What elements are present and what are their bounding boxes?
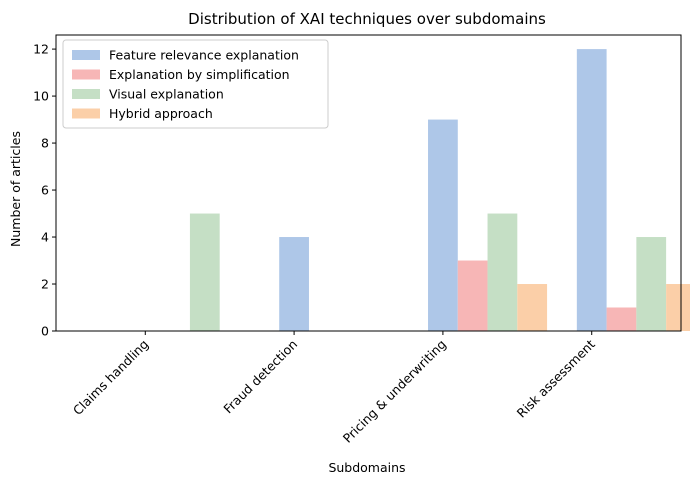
bar-1-2 <box>279 237 309 331</box>
bar-1-4 <box>576 49 607 331</box>
y-tick-label: 12 <box>33 42 49 57</box>
x-tick-label: Fraud detection <box>220 337 300 417</box>
bar-3-3 <box>487 213 518 331</box>
x-tick-label: Risk assessment <box>514 336 598 420</box>
bar-3-1 <box>189 213 220 331</box>
legend-label: Hybrid approach <box>109 106 213 121</box>
bar-2-3 <box>457 260 488 331</box>
legend-box <box>62 39 329 129</box>
y-tick-label: 10 <box>33 89 49 104</box>
y-tick-label: 4 <box>41 230 49 245</box>
plot-frame <box>55 34 682 332</box>
legend-label: Feature relevance explanation <box>109 48 299 63</box>
bar-2-4 <box>606 307 637 331</box>
legend-swatch <box>72 89 100 99</box>
legend-label: Visual explanation <box>109 87 224 102</box>
y-tick-label: 0 <box>41 324 49 339</box>
bar-1-3 <box>428 119 458 331</box>
bar-3-4 <box>636 237 667 331</box>
legend: Feature relevance explanation Explanation… <box>62 39 329 129</box>
x-tick-label: Pricing & underwriting <box>340 337 449 446</box>
legend-swatch <box>72 50 100 60</box>
bar-4-4 <box>666 284 690 331</box>
x-axis-label: Subdomains <box>328 460 405 475</box>
x-tick-label: Claims handling <box>70 337 151 418</box>
y-tick-label: 8 <box>41 136 49 151</box>
legend-swatch <box>72 69 100 80</box>
legend-swatch <box>72 108 100 119</box>
legend-label: Explanation by simplification <box>109 67 290 82</box>
y-axis-label: Number of articles <box>8 131 23 247</box>
chart-title: Distribution of XAI techniques over subd… <box>188 10 546 28</box>
y-tick-label: 6 <box>41 183 49 198</box>
y-tick-label: 2 <box>41 277 49 292</box>
bar-4-3 <box>517 284 548 331</box>
bars-layer <box>189 49 690 331</box>
